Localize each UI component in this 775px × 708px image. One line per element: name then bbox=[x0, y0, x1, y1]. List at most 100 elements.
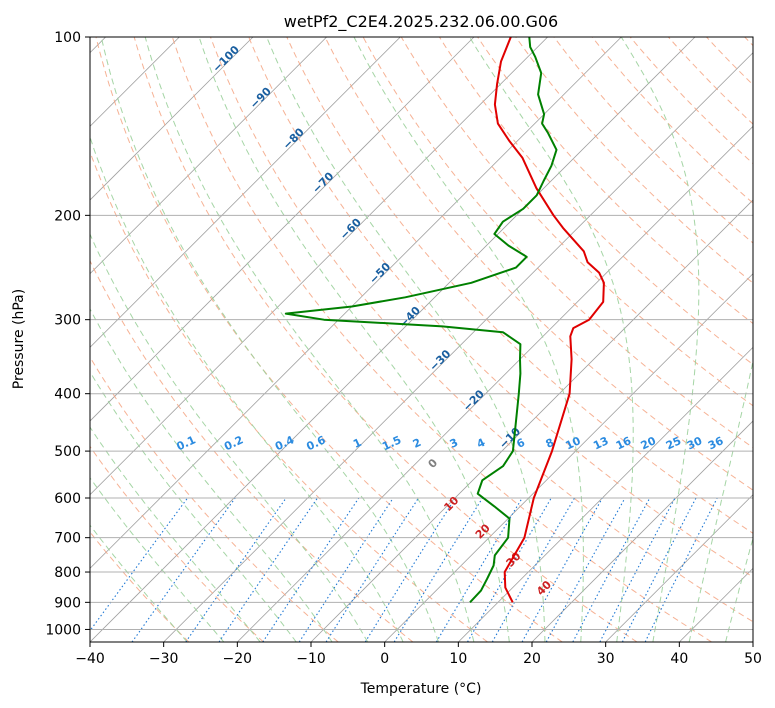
mixing-ratio-label: 6 bbox=[514, 436, 527, 451]
moist-adiabat-line bbox=[100, 37, 439, 642]
mixing-ratio-line bbox=[393, 497, 483, 642]
dry-adiabat-line bbox=[90, 259, 414, 642]
y-axis-ticks: 100 200 300 400 500 600 700 800 900 1000 bbox=[45, 30, 90, 638]
dry-adiabat-label: −90 bbox=[247, 85, 274, 112]
mixing-ratio-lines bbox=[90, 497, 718, 642]
y-tick-label: 900 bbox=[54, 595, 81, 611]
dry-adiabat-label: −40 bbox=[397, 304, 424, 331]
mixing-ratio-label: 0.1 bbox=[175, 433, 198, 453]
moist-adiabat-label: 30 bbox=[504, 549, 524, 569]
dry-adiabat-label: −80 bbox=[280, 125, 307, 152]
isotherm-line bbox=[90, 37, 401, 348]
dry-adiabat-line bbox=[515, 37, 753, 284]
dry-adiabat-line bbox=[668, 37, 753, 125]
mixing-ratio-label: 3 bbox=[448, 436, 460, 451]
temperature-profile bbox=[493, 37, 605, 603]
x-tick-label: −20 bbox=[223, 651, 253, 667]
moist-adiabat-line bbox=[90, 232, 369, 642]
y-tick-label: 100 bbox=[54, 30, 81, 46]
dry-adiabat-line bbox=[90, 150, 488, 642]
mixing-ratio-label: 10 bbox=[563, 434, 583, 452]
moist-adiabat-line bbox=[90, 370, 297, 642]
mixing-ratio-label: 16 bbox=[614, 434, 634, 452]
dewpoint-profile bbox=[284, 37, 558, 603]
mixing-ratio-line bbox=[521, 497, 603, 642]
isotherm-line bbox=[458, 346, 753, 642]
mixing-ratio-label: 36 bbox=[706, 434, 726, 452]
x-tick-label: −10 bbox=[296, 651, 326, 667]
moist-adiabat-line bbox=[144, 37, 475, 642]
mixing-ratio-line bbox=[325, 497, 419, 642]
dry-adiabat-line bbox=[324, 37, 753, 491]
mixing-ratio-label: 0.2 bbox=[222, 433, 245, 453]
moist-adiabat-line bbox=[90, 476, 225, 642]
x-tick-label: 0 bbox=[380, 651, 389, 667]
sounding-series bbox=[284, 37, 605, 603]
isotherm-line bbox=[90, 37, 254, 201]
dry-adiabat-line bbox=[477, 37, 753, 325]
moist-adiabat-line bbox=[266, 37, 546, 642]
mixing-ratio-label: 4 bbox=[475, 436, 488, 451]
x-tick-label: 10 bbox=[449, 651, 467, 667]
y-tick-label: 1000 bbox=[45, 622, 81, 638]
dry-adiabat-line bbox=[95, 37, 563, 642]
x-tick-label: −40 bbox=[75, 651, 105, 667]
y-tick-label: 400 bbox=[54, 387, 81, 403]
chart-title: wetPf2_C2E4.2025.232.06.00.G06 bbox=[284, 12, 558, 32]
mixing-ratio-line bbox=[572, 497, 651, 642]
dry-adiabat-line bbox=[90, 356, 339, 642]
dry-adiabat-line bbox=[248, 37, 753, 578]
moist-adiabat-line bbox=[198, 37, 510, 642]
isotherm-line bbox=[237, 125, 753, 642]
isotherm-line bbox=[605, 494, 753, 642]
x-axis-ticks: −40 −30 −20 −10 0 10 20 30 40 50 bbox=[75, 642, 762, 667]
x-tick-label: 30 bbox=[597, 651, 615, 667]
mixing-ratio-label: 30 bbox=[685, 434, 705, 452]
isotherm-line bbox=[310, 199, 753, 642]
dry-adiabat-line bbox=[210, 37, 753, 623]
mixing-ratio-line bbox=[298, 497, 394, 642]
moist-adiabat-line bbox=[353, 37, 584, 642]
moist-adiabat-line bbox=[725, 536, 753, 642]
mixing-ratio-line bbox=[644, 497, 718, 642]
y-tick-label: 800 bbox=[54, 565, 81, 581]
mixing-ratio-line bbox=[218, 497, 318, 642]
mixing-ratio-line bbox=[90, 497, 189, 632]
y-tick-label: 600 bbox=[54, 491, 81, 507]
x-tick-label: −30 bbox=[149, 651, 179, 667]
dry-adiabat-line bbox=[591, 37, 753, 204]
dry-adiabat-line bbox=[90, 531, 190, 642]
mixing-ratio-line bbox=[185, 497, 287, 642]
mixing-ratio-label: 1 bbox=[351, 436, 363, 451]
isotherm-line bbox=[90, 37, 622, 569]
mixing-ratio-label: 1.5 bbox=[380, 433, 403, 453]
moist-adiabat-line bbox=[90, 308, 333, 642]
moist-adiabat-line bbox=[90, 426, 261, 642]
y-tick-label: 200 bbox=[54, 208, 81, 224]
dry-adiabat-line bbox=[553, 37, 753, 244]
isotherm-line bbox=[90, 37, 475, 422]
dry-adiabat-line bbox=[400, 37, 753, 407]
dry-adiabat-line bbox=[629, 37, 753, 165]
moist-adiabat-label: 20 bbox=[473, 521, 493, 541]
mixing-ratio-line bbox=[262, 497, 360, 642]
moist-adiabats bbox=[90, 37, 753, 642]
dry-adiabat-line bbox=[90, 445, 264, 642]
moist-adiabat-line bbox=[469, 37, 634, 642]
mixing-ratio-line bbox=[545, 497, 626, 642]
mixing-ratio-label: 25 bbox=[664, 434, 683, 452]
moist-adiabat-line bbox=[620, 37, 700, 642]
isopleth-labels: −100−90−80−70−60−50−40−30−20−10010203040… bbox=[175, 43, 726, 598]
dry-adiabat-label: −50 bbox=[367, 260, 394, 287]
mixing-ratio-label: 13 bbox=[591, 434, 610, 452]
isotherm-line bbox=[90, 37, 696, 642]
x-tick-label: 40 bbox=[670, 651, 688, 667]
y-tick-label: 700 bbox=[54, 531, 81, 547]
mixing-ratio-label: 0.6 bbox=[304, 433, 327, 453]
moist-adiabat-label: 40 bbox=[534, 578, 554, 598]
isotherms bbox=[90, 37, 753, 642]
moist-adiabat-line bbox=[90, 524, 188, 642]
dry-adiabat-line bbox=[362, 37, 753, 449]
moist-adiabat-line bbox=[90, 135, 404, 642]
